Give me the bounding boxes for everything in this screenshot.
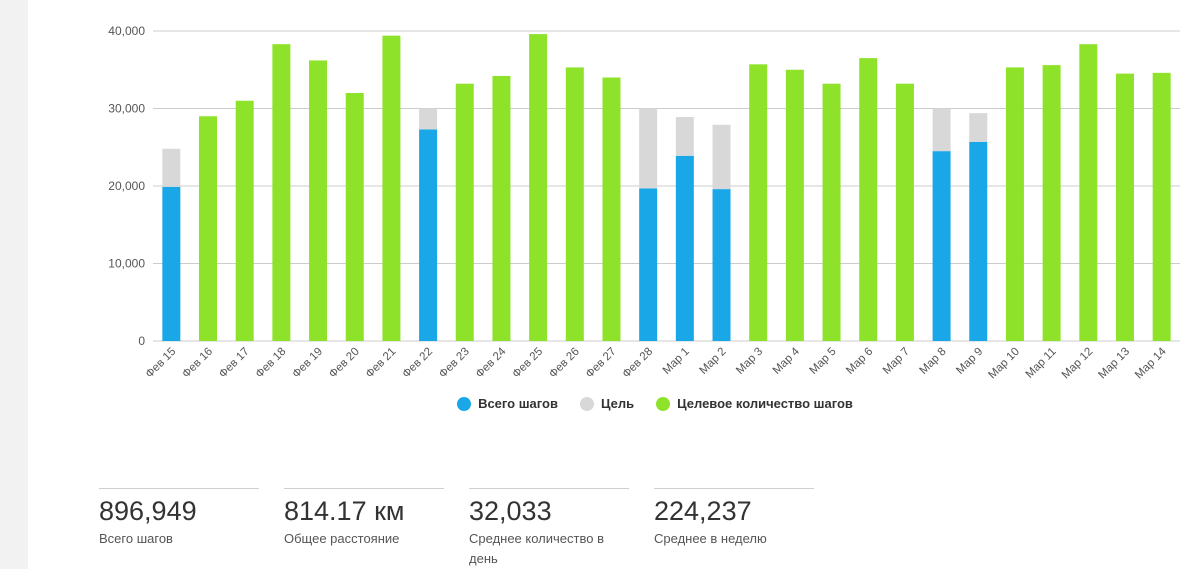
- grid-layer: [153, 30, 1180, 342]
- bar-Целевое количество шагов[interactable]: [455, 83, 474, 341]
- legend-dot-goal-icon: [579, 396, 594, 411]
- x-tick-label: Мар 13: [1096, 346, 1132, 382]
- bar-Цель[interactable]: [675, 117, 694, 156]
- bar-Цель[interactable]: [712, 124, 731, 190]
- stat-value: 896,949: [99, 496, 197, 526]
- x-tick-label: Фев 22: [400, 346, 435, 381]
- bar-Всего шагов[interactable]: [162, 186, 181, 341]
- x-tick-label: Фев 15: [144, 346, 179, 381]
- bar-Целевое количество шагов[interactable]: [1005, 67, 1024, 342]
- x-tick-label: Мар 8: [918, 346, 949, 377]
- x-tick-label: Фев 26: [547, 346, 582, 381]
- legend-label: Цель: [600, 396, 635, 411]
- x-tick-label: Мар 1: [661, 346, 692, 377]
- bar-Цель[interactable]: [932, 108, 951, 152]
- x-tick-label: Фев 23: [437, 346, 472, 381]
- y-tick-label: 0: [138, 334, 145, 348]
- y-tick-label: 20,000: [108, 179, 145, 193]
- x-tick-label: Мар 10: [986, 346, 1022, 382]
- x-tick-label: Мар 14: [1133, 345, 1169, 381]
- bar-Цель[interactable]: [162, 148, 181, 187]
- x-tick-label: Фев 19: [290, 346, 325, 381]
- legend-dot-goal-reached-icon: [656, 396, 671, 411]
- legend-label: Целевое количество шагов: [677, 396, 853, 411]
- bar-Целевое количество шагов[interactable]: [309, 60, 328, 341]
- steps-chart: 0 10,000 20,000 30,000 40,000 Фев 15 Фев 16 Фе…: [108, 24, 1180, 381]
- bar-Целевое количество шагов[interactable]: [382, 35, 401, 342]
- x-tick-label: Мар 4: [771, 345, 803, 377]
- y-tick-label: 10,000: [108, 257, 145, 271]
- y-tick-label: 30,000: [108, 102, 145, 116]
- bar-Целевое количество шагов[interactable]: [1079, 44, 1098, 342]
- bar-Всего шагов[interactable]: [932, 151, 951, 341]
- bar-Целевое количество шагов[interactable]: [199, 116, 218, 341]
- legend-dot-total-steps-icon: [457, 396, 472, 411]
- stat-daily-average: 32,033 Среднее количество в день: [469, 488, 629, 569]
- bar-Всего шагов[interactable]: [969, 141, 988, 341]
- stat-value: 224,237: [654, 496, 752, 526]
- stat-label: Всего шагов: [99, 531, 173, 546]
- bar-Всего шагов[interactable]: [712, 189, 731, 341]
- bar-Целевое количество шагов[interactable]: [235, 100, 254, 341]
- x-tick-label: Фев 16: [180, 346, 215, 381]
- bar-Целевое количество шагов[interactable]: [345, 93, 364, 341]
- x-tick-label: Фев 18: [254, 346, 289, 381]
- bar-Цель[interactable]: [419, 108, 438, 130]
- bar-Целевое количество шагов[interactable]: [1115, 73, 1134, 341]
- x-tick-label: Фев 17: [217, 346, 252, 381]
- x-tick-label: Мар 3: [734, 346, 765, 377]
- x-tick-label: Фев 20: [327, 346, 362, 381]
- y-tick-label: 40,000: [108, 24, 145, 38]
- x-tick-label: Фев 27: [584, 346, 619, 381]
- bar-Всего шагов[interactable]: [419, 129, 438, 341]
- bar-Всего шагов[interactable]: [675, 155, 694, 341]
- legend-item-goal-reached[interactable]: Целевое количество шагов: [656, 396, 853, 411]
- bar-Целевое количество шагов[interactable]: [749, 64, 768, 341]
- stat-weekly-average: 224,237 Среднее в неделю: [654, 488, 814, 569]
- bar-Цель[interactable]: [639, 108, 658, 189]
- bar-Цель[interactable]: [969, 113, 988, 142]
- bar-Целевое количество шагов[interactable]: [602, 77, 621, 342]
- x-tick-label: Фев 24: [474, 345, 509, 380]
- bar-Целевое количество шагов[interactable]: [822, 83, 841, 341]
- stat-label: Среднее количество в день: [469, 531, 604, 566]
- stat-value: 814.17 км: [284, 496, 405, 526]
- bar-Целевое количество шагов[interactable]: [859, 58, 878, 341]
- stat-label: Среднее в неделю: [654, 531, 767, 546]
- x-tick-label: Фев 21: [364, 346, 399, 381]
- y-axis-labels: 0 10,000 20,000 30,000 40,000: [108, 24, 145, 348]
- bar-Целевое количество шагов[interactable]: [565, 67, 584, 342]
- bars-layer: [162, 34, 1171, 342]
- x-axis-labels: Фев 15 Фев 16 Фев 17 Фев 18 Фев 19 Фев 20 Фев …: [144, 345, 1170, 381]
- bar-Целевое количество шагов[interactable]: [785, 69, 804, 341]
- x-tick-label: Мар 6: [844, 346, 875, 377]
- x-tick-label: Мар 7: [881, 346, 912, 377]
- bar-Целевое количество шагов[interactable]: [895, 83, 914, 341]
- stat-total-distance: 814.17 км Общее расстояние: [284, 488, 444, 569]
- x-tick-label: Фев 25: [510, 346, 545, 381]
- stat-label: Общее расстояние: [284, 531, 400, 546]
- chart-legend: Всего шагов Цель Целевое количество шаго…: [0, 396, 1200, 411]
- x-tick-label: Мар 2: [697, 346, 728, 377]
- bar-Целевое количество шагов[interactable]: [1152, 72, 1171, 341]
- bar-Целевое количество шагов[interactable]: [1042, 65, 1061, 341]
- bar-Целевое количество шагов[interactable]: [492, 75, 511, 341]
- left-sidebar-strip: [0, 0, 28, 569]
- bar-Целевое количество шагов[interactable]: [529, 34, 548, 341]
- legend-item-total-steps[interactable]: Всего шагов: [457, 396, 558, 411]
- legend-item-goal[interactable]: Цель: [579, 396, 635, 411]
- bar-Целевое количество шагов[interactable]: [272, 44, 291, 342]
- bar-Всего шагов[interactable]: [639, 188, 658, 341]
- x-tick-label: Мар 12: [1060, 346, 1096, 382]
- stats-row: 896,949 Всего шагов 814.17 км Общее расс…: [99, 488, 814, 569]
- x-tick-label: Фев 28: [620, 346, 655, 381]
- legend-label: Всего шагов: [478, 396, 558, 411]
- x-tick-label: Мар 9: [954, 346, 985, 377]
- stat-total-steps: 896,949 Всего шагов: [99, 488, 259, 569]
- stat-value: 32,033: [469, 496, 552, 526]
- x-tick-label: Мар 11: [1024, 346, 1059, 381]
- x-tick-label: Мар 5: [807, 346, 838, 377]
